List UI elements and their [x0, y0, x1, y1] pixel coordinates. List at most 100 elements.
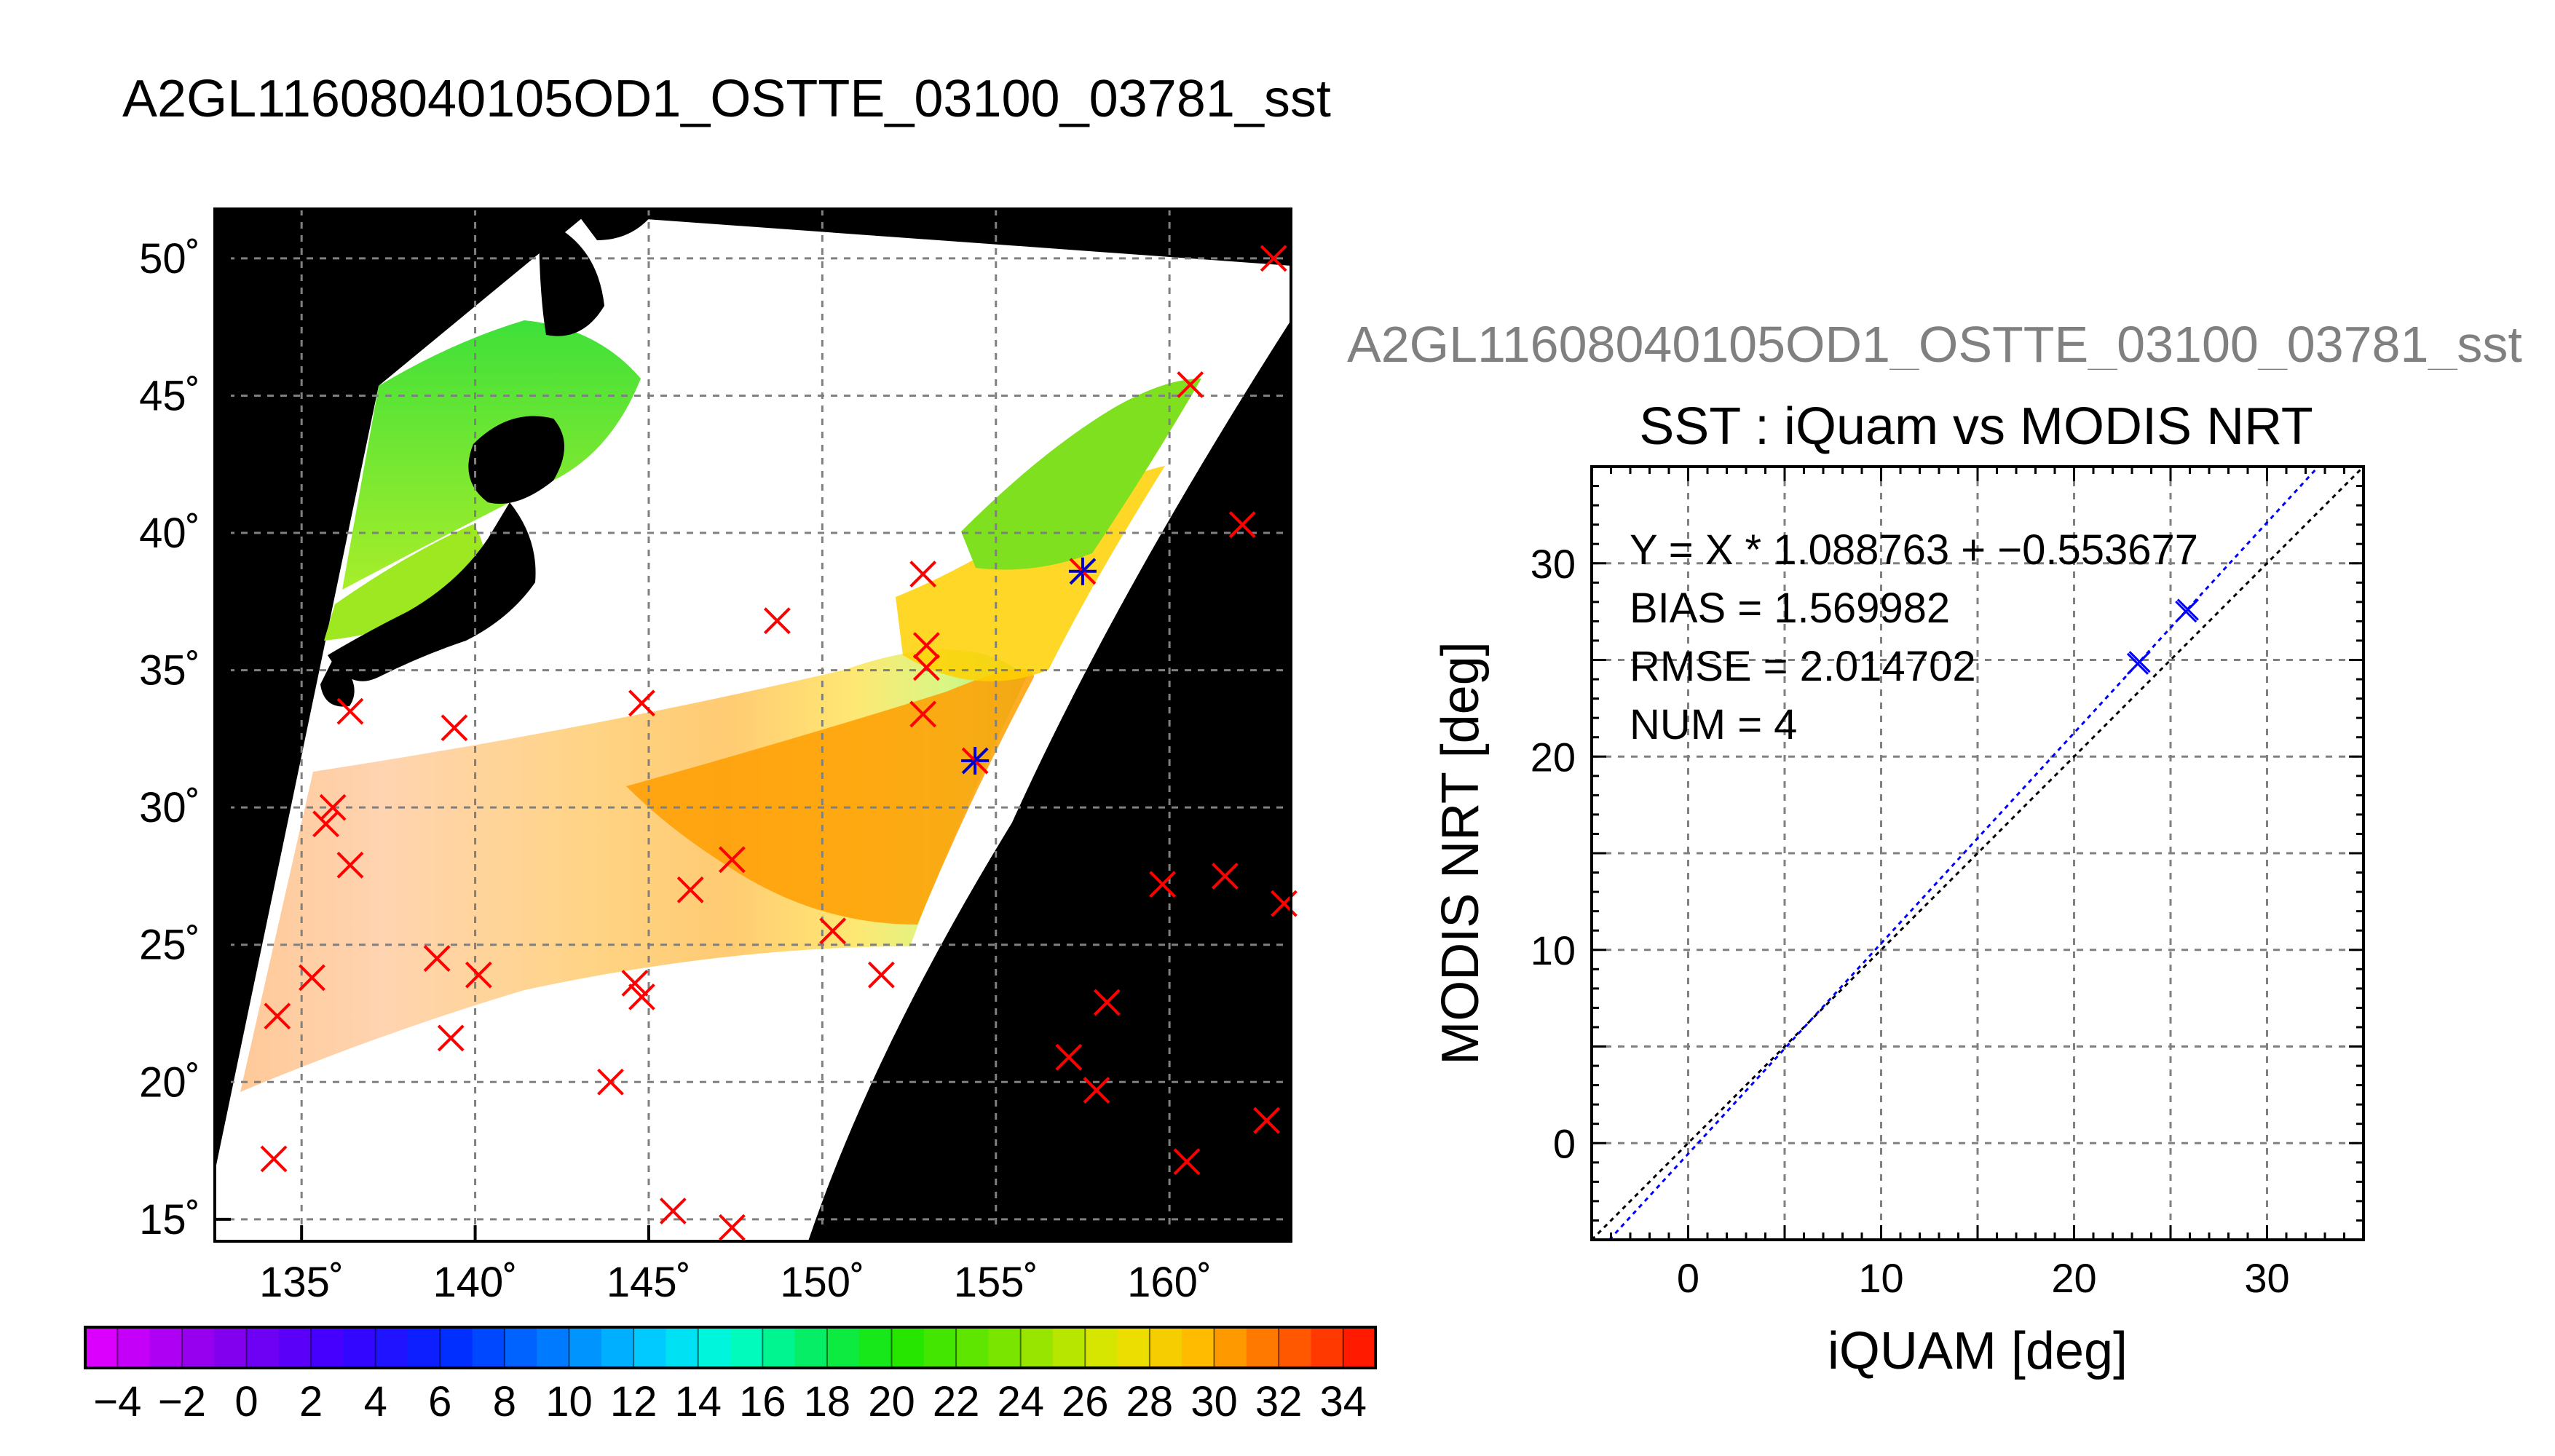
iquam-marker — [1083, 1077, 1110, 1104]
colorbar-tick-label: 4 — [364, 1378, 387, 1425]
map-y-tick-label: 15˚ — [139, 1196, 200, 1243]
iquam-marker — [423, 945, 451, 972]
land-hokkaido — [468, 416, 564, 504]
iquam-marker — [336, 851, 364, 879]
colorbar-tick-label: 14 — [674, 1378, 722, 1425]
map-y-tick-label: 45˚ — [139, 372, 200, 419]
colorbar-tick-label: 0 — [234, 1378, 258, 1425]
scatter-lines — [1590, 465, 2365, 1241]
iquam-marker — [1149, 871, 1177, 898]
iquam-marker — [676, 876, 704, 903]
map-y-tick-label: 50˚ — [139, 235, 200, 282]
iquam-marker — [628, 983, 655, 1010]
scatter-x-tick-label: 10 — [1858, 1255, 1903, 1301]
colorbar-cell — [794, 1327, 828, 1368]
scatter-x-axis: 0 10 20 30 — [1677, 1255, 2290, 1301]
scatter-points — [2126, 598, 2199, 675]
colorbar-cell — [601, 1327, 634, 1368]
iquam-marker — [909, 561, 937, 587]
scatter-x-tick-label: 30 — [2244, 1255, 2289, 1301]
iquam-marker — [912, 632, 940, 660]
colorbar-cell — [859, 1327, 892, 1368]
iquam-marker — [1055, 1043, 1083, 1071]
scatter-y-tick-label: 10 — [1531, 927, 1576, 973]
colorbar-cell — [1343, 1327, 1376, 1368]
iquam-marker — [1253, 1107, 1281, 1134]
scatter-x-tick-label: 0 — [1677, 1255, 1699, 1301]
scatter-stats: Y = X * 1.088763 + −0.553677 BIAS = 1.56… — [1630, 526, 2198, 748]
iquam-marker — [312, 810, 339, 838]
colorbar-tick-label: 12 — [610, 1378, 657, 1425]
colorbar-cell — [1279, 1327, 1311, 1368]
map-x-tick-label: 135˚ — [259, 1259, 344, 1306]
identity-line — [1590, 465, 2365, 1241]
map-y-tick-label: 35˚ — [139, 647, 200, 695]
colorbar-tick-label: −2 — [158, 1378, 206, 1425]
colorbar-cell — [1149, 1327, 1182, 1368]
colorbar-tick-label: 32 — [1255, 1378, 1303, 1425]
colorbar-tick-label: 18 — [804, 1378, 851, 1425]
matched-marker — [961, 747, 990, 775]
stats-rmse: RMSE = 2.014702 — [1630, 643, 1976, 690]
colorbar-tick-label: 16 — [739, 1378, 786, 1425]
iquam-marker — [437, 1024, 465, 1052]
colorbar-cell — [1311, 1327, 1344, 1368]
fit-line — [1608, 465, 2319, 1241]
sst-sea-of-japan — [324, 524, 484, 641]
map-y-tick-label: 30˚ — [139, 784, 200, 831]
colorbar-cell — [408, 1327, 441, 1368]
colorbar-tick-label: 30 — [1190, 1378, 1238, 1425]
scatter-y-tick-label: 20 — [1531, 734, 1576, 780]
iquam-marker — [264, 1002, 291, 1030]
map-x-tick-label: 145˚ — [607, 1259, 691, 1306]
stats-bias: BIAS = 1.569982 — [1630, 585, 1950, 632]
colorbar-tick-label: 22 — [933, 1378, 980, 1425]
iquam-marker — [909, 700, 937, 728]
colorbar-cell — [633, 1327, 666, 1368]
colorbar-ticks: −4 −2 0 2 4 6 8 10 12 14 16 18 20 22 24 26 28 30 32 34 — [93, 1327, 1367, 1425]
iquam-marker — [1177, 371, 1204, 398]
iquam-marker — [867, 961, 895, 989]
iquam-marker — [319, 794, 347, 821]
colorbar-cell — [311, 1327, 344, 1368]
sst-map: 135˚ 140˚ 145˚ 150˚ 155˚ 160˚ 15˚ 20˚ 25˚ 30˚ 35˚… — [139, 207, 1298, 1306]
map-x-tick-label: 160˚ — [1127, 1259, 1212, 1306]
iquam-marker — [819, 917, 847, 945]
map-markers — [260, 245, 1298, 1241]
colorbar-cell — [1020, 1327, 1054, 1368]
map-x-axis: 135˚ 140˚ 145˚ 150˚ 155˚ 160˚ — [259, 1225, 1212, 1306]
scatter-xlabel: iQUAM [deg] — [1828, 1322, 2128, 1380]
map-y-tick-label: 40˚ — [139, 510, 200, 557]
colorbar-cell — [891, 1327, 925, 1368]
colorbar-tick-label: 10 — [545, 1378, 593, 1425]
iquam-marker — [260, 1145, 288, 1173]
map-y-tick-label: 25˚ — [139, 922, 200, 969]
colorbar-tick-label: 20 — [868, 1378, 915, 1425]
land-honshu — [328, 502, 536, 681]
iquam-marker — [441, 714, 468, 742]
iquam-marker — [465, 961, 492, 989]
colorbar-tick-label: 2 — [299, 1378, 323, 1425]
scatter-grid — [1592, 467, 2364, 1240]
scatter-minor-ticks — [1592, 467, 2364, 1240]
colorbar-cell — [1214, 1327, 1247, 1368]
colorbar-cells — [85, 1327, 1376, 1368]
colorbar-cell — [1246, 1327, 1279, 1368]
map-grid — [215, 209, 1291, 1241]
colorbar-cell — [537, 1327, 569, 1368]
scatter-frame — [1590, 465, 2365, 1241]
iquam-marker — [912, 654, 940, 681]
colorbar-cell — [956, 1327, 989, 1368]
colorbar-cell — [85, 1327, 118, 1368]
colorbar-cell — [343, 1327, 376, 1368]
colorbar-cell — [472, 1327, 505, 1368]
iquam-marker — [1260, 245, 1287, 272]
colorbar-tick-label: 28 — [1126, 1378, 1174, 1425]
colorbar-cell — [1085, 1327, 1118, 1368]
iquam-marker — [659, 1198, 687, 1224]
map-x-tick-label: 155˚ — [954, 1259, 1038, 1306]
colorbar-tick-label: −4 — [93, 1378, 141, 1425]
colorbar-cell — [375, 1327, 408, 1368]
colorbar-frame — [84, 1326, 1377, 1369]
